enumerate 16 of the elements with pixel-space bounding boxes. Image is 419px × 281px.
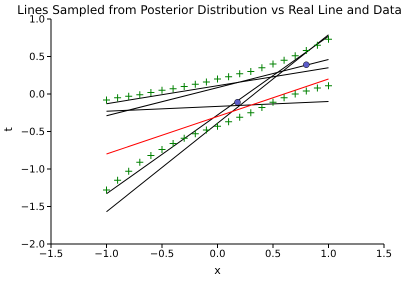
x-axis-title: x bbox=[214, 264, 222, 277]
x-tick-label: −0.5 bbox=[150, 249, 174, 260]
y-axis-title: t bbox=[2, 126, 15, 132]
x-tick-label: −1.5 bbox=[38, 249, 64, 260]
x-tick-label: −1.0 bbox=[94, 249, 119, 260]
y-tick-label: 0.5 bbox=[29, 52, 45, 64]
y-tick-label: 0.0 bbox=[29, 90, 45, 101]
y-tick-label: −1.5 bbox=[20, 202, 45, 214]
y-tick-label: 1.0 bbox=[29, 14, 45, 26]
x-tick-label: 1.0 bbox=[320, 249, 336, 260]
x-tick-label: 0.5 bbox=[265, 249, 281, 260]
y-tick-label: −2.0 bbox=[20, 240, 45, 251]
y-tick-label: −1.0 bbox=[20, 164, 45, 176]
y-tick-label: −0.5 bbox=[20, 127, 45, 138]
x-tick-label: 0.0 bbox=[210, 249, 226, 260]
x-tick-label: 1.5 bbox=[376, 249, 392, 260]
